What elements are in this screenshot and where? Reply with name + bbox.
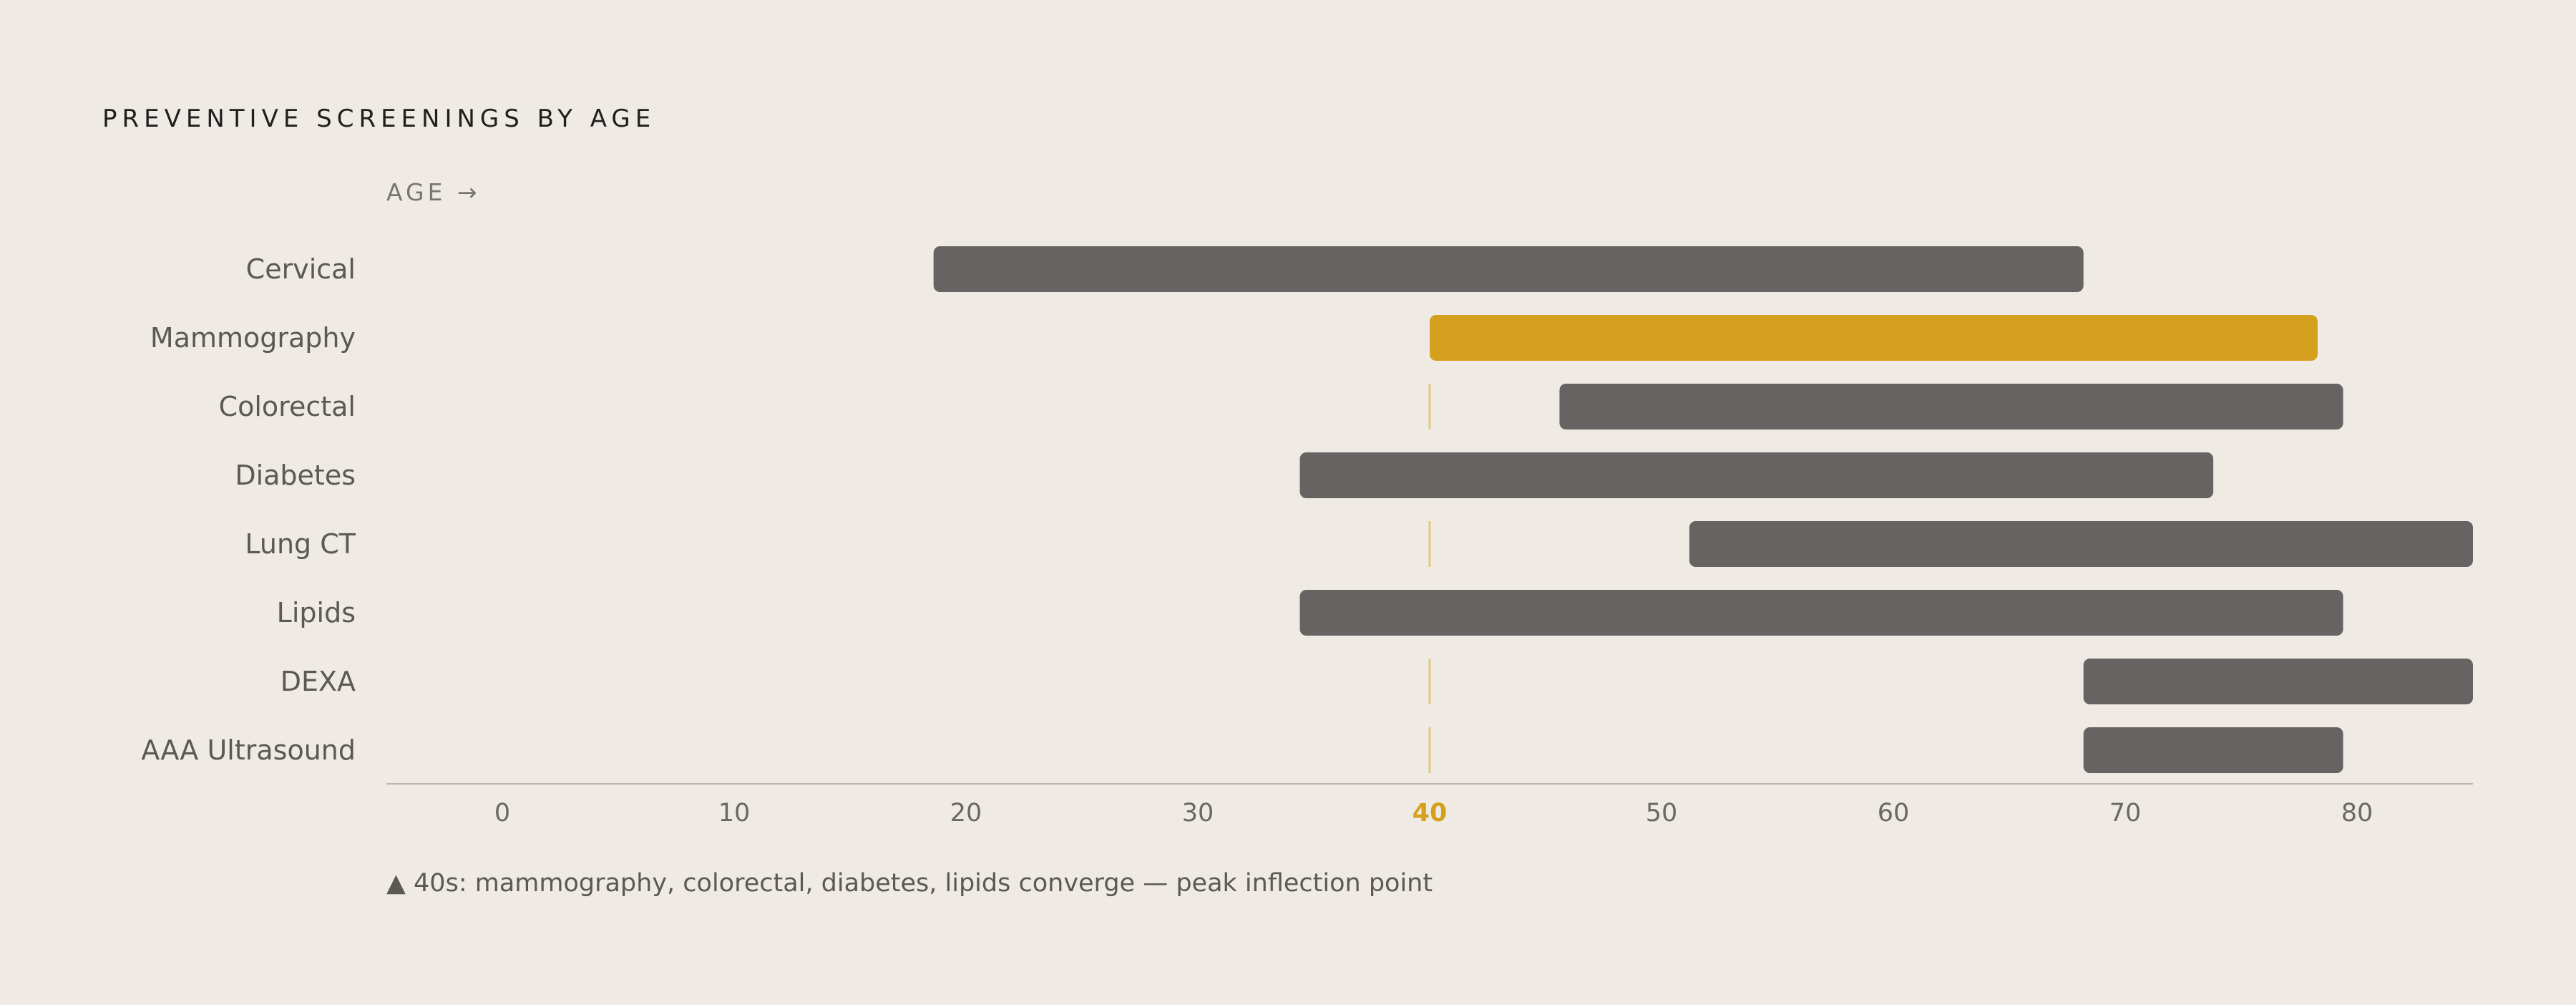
bar-colorectal (1559, 384, 2343, 429)
x-tick-label: 70 (2109, 799, 2142, 827)
x-tick-label: 50 (1646, 799, 1678, 827)
x-tick-label: 20 (950, 799, 982, 827)
bar-diabetes (1299, 452, 2214, 498)
bar-lung-ct (1689, 521, 2473, 567)
x-tick-label: 40 (1413, 799, 1448, 827)
row-label: Lung CT (245, 528, 356, 560)
row-labels: Cervical Mammography Colorectal Diabetes Lun… (141, 253, 356, 766)
bar-mammography (1430, 315, 2318, 361)
bar-lipids (1299, 590, 2343, 636)
row-label: AAA Ultrasound (141, 734, 356, 766)
x-tick-label: 10 (718, 799, 751, 827)
row-label: Diabetes (235, 460, 356, 491)
x-axis-caption: AGE → (386, 178, 481, 206)
bar-dexa (2083, 659, 2473, 704)
x-tick-label: 30 (1182, 799, 1214, 827)
x-tick-label: 0 (494, 799, 510, 827)
row-label: Lipids (277, 597, 356, 628)
row-label: Mammography (150, 322, 356, 354)
bar-group (933, 246, 2473, 773)
chart-title: PREVENTIVE SCREENINGS BY AGE (102, 105, 655, 133)
x-tick-labels: 0 10 20 30 40 50 60 70 80 (494, 799, 2373, 827)
row-label: DEXA (280, 666, 356, 697)
footnote: ▲ 40s: mammography, colorectal, diabetes… (386, 869, 1433, 898)
row-label: Colorectal (219, 391, 356, 422)
x-tick-label: 80 (2341, 799, 2373, 827)
row-label: Cervical (246, 253, 356, 285)
bar-aaa-ultrasound (2083, 727, 2343, 773)
x-tick-label: 60 (1878, 799, 1910, 827)
bar-cervical (933, 246, 2084, 292)
